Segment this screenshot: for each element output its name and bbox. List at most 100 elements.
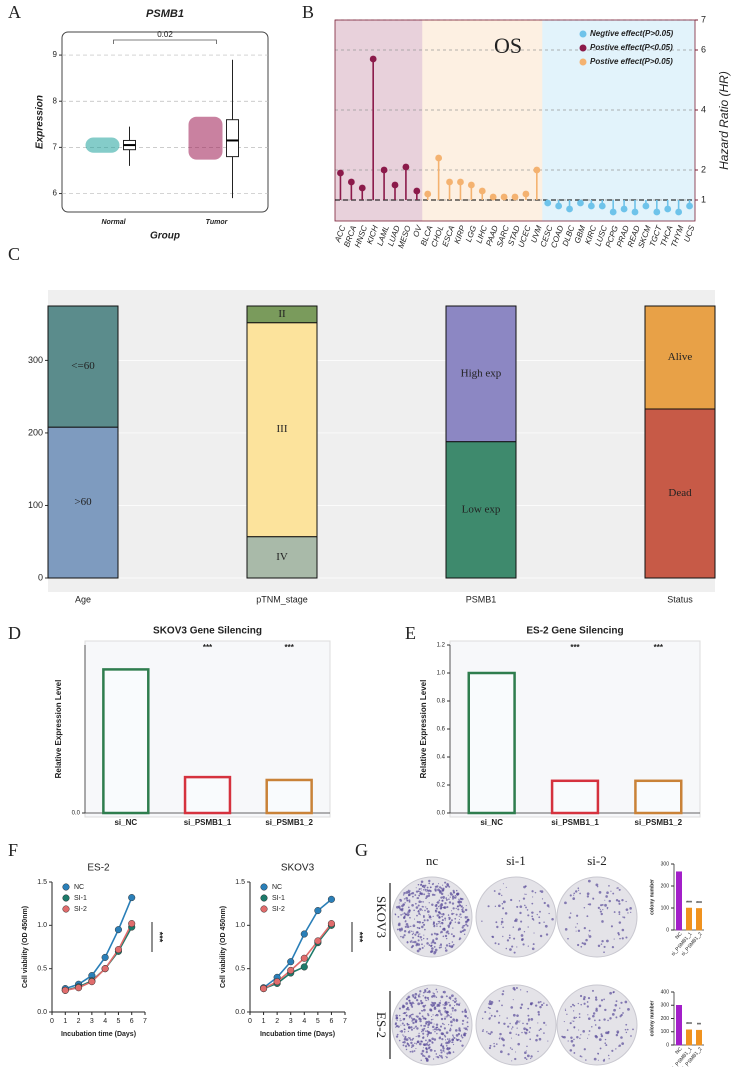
colony <box>514 1021 518 1025</box>
colony <box>455 889 458 892</box>
colony <box>539 1005 542 1009</box>
x-tick-label: Normal <box>101 219 126 226</box>
colony <box>501 903 504 905</box>
colony <box>501 1004 503 1007</box>
colony <box>417 884 420 886</box>
colony <box>404 902 406 904</box>
colony <box>503 1022 506 1026</box>
colony <box>531 902 534 905</box>
colony <box>416 926 419 929</box>
colony <box>513 937 516 940</box>
colony <box>419 891 421 893</box>
colony <box>396 905 399 909</box>
colony <box>407 906 410 909</box>
point <box>446 178 453 186</box>
colony <box>441 919 444 922</box>
colony <box>507 1025 510 1028</box>
colony <box>594 1019 596 1022</box>
point <box>457 178 464 186</box>
y-tick-label: 100 <box>28 500 43 510</box>
colony <box>411 939 413 942</box>
colony <box>621 928 625 932</box>
y-tick-label: 300 <box>28 355 43 365</box>
colony <box>435 1056 437 1058</box>
colony <box>406 941 409 944</box>
colony <box>395 1016 399 1020</box>
point <box>314 937 322 945</box>
colony <box>524 1031 528 1035</box>
colony <box>456 905 459 908</box>
colony <box>527 926 529 928</box>
colony <box>429 1021 433 1025</box>
colony <box>610 925 613 928</box>
colony <box>608 899 611 903</box>
legend-label: SI-1 <box>74 895 87 902</box>
colony <box>433 932 436 935</box>
colony <box>422 1029 425 1032</box>
plate <box>391 876 473 958</box>
colony <box>406 1014 408 1016</box>
colony <box>413 1050 416 1052</box>
colony <box>399 898 401 901</box>
colony <box>418 1012 421 1015</box>
stratum-label: <=60 <box>71 360 95 372</box>
row-label: ES-2 <box>374 1012 389 1038</box>
colony <box>433 992 436 995</box>
colony <box>414 1019 418 1022</box>
colony <box>421 925 424 929</box>
x-tick-label: 4 <box>103 1018 107 1025</box>
colony <box>411 994 415 997</box>
colony <box>601 903 604 906</box>
colony <box>608 1058 610 1060</box>
chart-title: ES-2 <box>87 863 110 874</box>
annotation: *** <box>355 932 365 943</box>
colony <box>443 897 445 900</box>
colony <box>420 1040 423 1043</box>
colony <box>465 923 468 926</box>
colony <box>457 908 460 911</box>
colony <box>466 916 469 918</box>
colony <box>450 1029 452 1031</box>
colony <box>447 932 450 935</box>
colony <box>407 899 409 902</box>
point <box>114 926 122 934</box>
colony <box>455 1034 459 1037</box>
colony <box>437 920 439 923</box>
point <box>114 946 122 954</box>
colony <box>457 921 461 925</box>
colony <box>564 901 567 905</box>
colony <box>421 1049 425 1053</box>
colony <box>502 926 504 929</box>
group-swatch <box>85 137 120 153</box>
colony <box>448 926 450 929</box>
colony <box>406 1022 408 1024</box>
colony <box>618 1044 621 1047</box>
colony <box>431 1041 433 1043</box>
colony <box>531 911 534 914</box>
colony <box>402 1018 406 1021</box>
colony <box>419 1019 422 1023</box>
y-axis-label: Relative Expression Level <box>54 680 63 779</box>
colony <box>494 905 497 908</box>
colony <box>428 882 431 885</box>
colony <box>507 1053 510 1056</box>
x-tick-label: 0 <box>248 1018 252 1025</box>
colony <box>486 1031 488 1033</box>
colony <box>543 1002 545 1004</box>
colony <box>441 1056 444 1059</box>
axis-label: pTNM_stage <box>256 594 308 604</box>
colony <box>436 1056 439 1058</box>
significance: ** <box>697 1022 701 1028</box>
colony <box>450 1041 453 1043</box>
column-label: si-1 <box>506 853 526 868</box>
colony <box>451 910 453 912</box>
colony <box>510 1006 514 1009</box>
colony <box>524 1031 526 1033</box>
colony <box>530 1057 532 1060</box>
colony <box>433 941 437 945</box>
colony <box>538 921 541 924</box>
colony <box>603 1018 606 1021</box>
colony <box>573 1026 576 1029</box>
point <box>314 907 322 915</box>
colony <box>597 944 601 948</box>
